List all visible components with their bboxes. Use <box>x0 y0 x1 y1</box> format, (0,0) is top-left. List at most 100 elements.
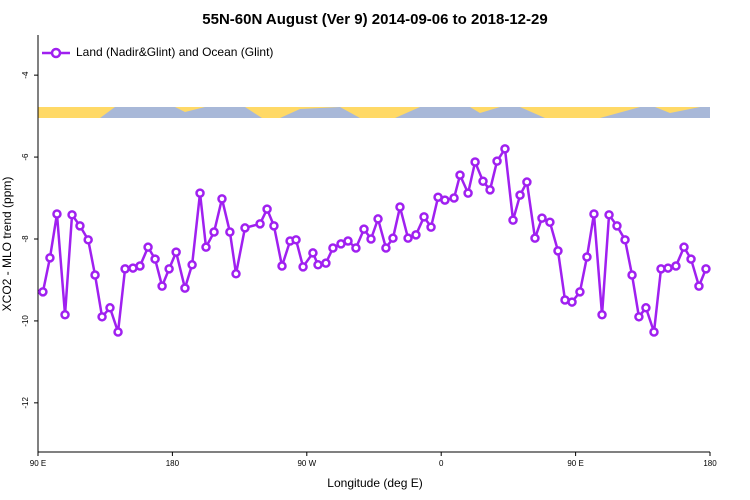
y-tick-label: -6 <box>21 153 30 161</box>
point <box>75 221 85 231</box>
point <box>515 190 525 200</box>
point <box>649 327 659 337</box>
point <box>627 270 637 280</box>
x-tick-label: 180 <box>166 459 180 468</box>
point <box>589 209 599 219</box>
point <box>135 261 145 271</box>
point <box>545 217 555 227</box>
chart-title: 55N-60N August (Ver 9) 2014-09-06 to 201… <box>202 11 547 28</box>
point <box>313 260 323 270</box>
y-tick-label: -4 <box>21 71 30 79</box>
point <box>537 213 547 223</box>
point <box>255 219 265 229</box>
point <box>612 221 622 231</box>
point <box>157 281 167 291</box>
y-tick-label: -10 <box>21 315 30 327</box>
point <box>419 212 429 222</box>
point <box>679 242 689 252</box>
point <box>403 233 413 243</box>
y-tick-label: -8 <box>21 235 30 243</box>
point <box>478 176 488 186</box>
point <box>426 222 436 232</box>
point <box>240 223 250 233</box>
point <box>671 261 681 271</box>
map-strip <box>38 107 710 118</box>
point <box>52 209 62 219</box>
point <box>45 253 55 263</box>
point <box>328 243 338 253</box>
point <box>143 242 153 252</box>
point <box>575 287 585 297</box>
point <box>463 188 473 198</box>
point <box>455 170 465 180</box>
point <box>171 247 181 257</box>
point <box>686 254 696 264</box>
point <box>321 258 331 268</box>
point <box>262 204 272 214</box>
point <box>97 312 107 322</box>
point <box>522 177 532 187</box>
legend-label: Land (Nadir&Glint) and Ocean (Glint) <box>76 45 273 59</box>
point <box>381 243 391 253</box>
point <box>231 269 241 279</box>
point <box>38 287 48 297</box>
point <box>67 210 77 220</box>
point <box>180 283 190 293</box>
point <box>359 224 369 234</box>
point <box>470 157 480 167</box>
point <box>634 312 644 322</box>
point <box>567 297 577 307</box>
point <box>366 234 376 244</box>
point <box>277 261 287 271</box>
point <box>553 246 563 256</box>
point <box>597 310 607 320</box>
point <box>351 243 361 253</box>
point <box>411 230 421 240</box>
point <box>343 236 353 246</box>
point <box>620 235 630 245</box>
point <box>150 254 160 264</box>
point <box>105 303 115 313</box>
point <box>500 144 510 154</box>
x-tick-label: 0 <box>439 459 444 468</box>
point <box>388 233 398 243</box>
point <box>395 202 405 212</box>
point <box>440 195 450 205</box>
y-tick-label: -12 <box>21 397 30 409</box>
point <box>83 235 93 245</box>
point <box>508 215 518 225</box>
point <box>663 263 673 273</box>
point <box>449 193 459 203</box>
point <box>209 227 219 237</box>
point <box>187 260 197 270</box>
point <box>308 248 318 258</box>
x-tick-label: 90 E <box>567 459 583 468</box>
point <box>492 156 502 166</box>
point <box>485 185 495 195</box>
point <box>373 214 383 224</box>
map-land <box>38 107 710 118</box>
point <box>90 270 100 280</box>
point <box>582 252 592 262</box>
point <box>298 262 308 272</box>
point <box>701 264 711 274</box>
point <box>225 227 235 237</box>
point <box>530 233 540 243</box>
x-axis-title: Longitude (deg E) <box>327 476 422 490</box>
map-ocean <box>100 107 710 118</box>
point <box>195 188 205 198</box>
y-axis-title: XCO2 - MLO trend (ppm) <box>0 177 14 312</box>
point <box>269 221 279 231</box>
point <box>291 235 301 245</box>
point <box>694 281 704 291</box>
point <box>60 310 70 320</box>
legend-marker <box>50 47 62 59</box>
x-tick-label: 90 W <box>297 459 316 468</box>
point <box>120 264 130 274</box>
point <box>217 194 227 204</box>
x-tick-label: 180 <box>703 459 717 468</box>
point <box>641 303 651 313</box>
point <box>164 264 174 274</box>
